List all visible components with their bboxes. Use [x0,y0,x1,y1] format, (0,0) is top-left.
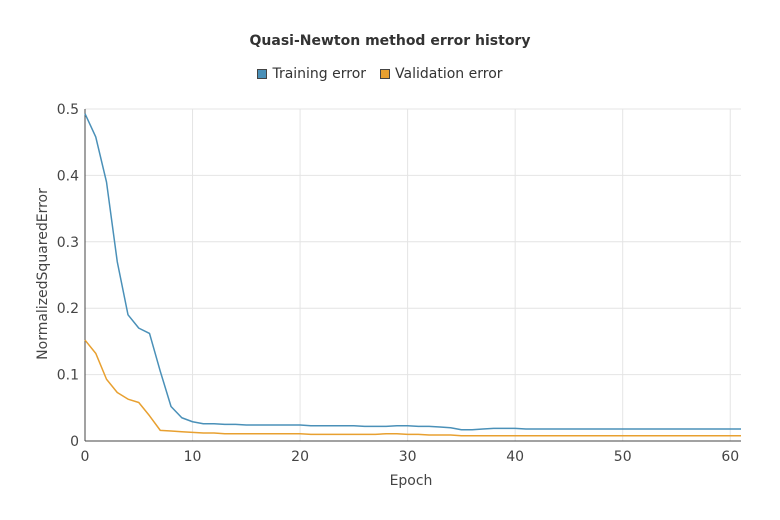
grid [84,108,741,441]
x-axis-label: Epoch [390,473,433,489]
series-layer [84,113,741,437]
x-tick-label: 20 [291,449,309,465]
y-axis-label: NormalizedSquaredError [35,188,51,360]
y-tick-label: 0.3 [57,235,79,251]
legend-item-validation[interactable]: Validation error [380,66,503,82]
tick-labels: 0 10 20 30 40 50 60 0 0.1 0.2 0.3 0.4 0.5 [57,102,739,465]
chart-title: Quasi-Newton method error history [249,33,531,49]
y-tick-label: 0.2 [57,301,79,317]
legend-label-validation: Validation error [395,66,503,82]
x-tick-label: 60 [721,449,739,465]
legend-swatch-training [257,69,268,79]
x-tick-label: 0 [81,449,90,465]
y-tick-label: 0.5 [57,102,79,118]
x-tick-label: 50 [614,449,632,465]
series-line-validation[interactable] [84,339,741,437]
series-line-training[interactable] [84,113,741,431]
legend: Training error Validation error [0,66,760,82]
legend-label-training: Training error [272,66,367,82]
x-tick-label: 30 [399,449,417,465]
y-tick-label: 0 [70,434,79,450]
legend-item-training[interactable]: Training error [257,66,366,82]
y-tick-label: 0.4 [57,168,79,184]
y-tick-label: 0.1 [57,368,79,384]
x-tick-label: 10 [184,449,202,465]
x-tick-label: 40 [506,449,524,465]
legend-swatch-validation [380,69,391,79]
axes [84,109,741,442]
